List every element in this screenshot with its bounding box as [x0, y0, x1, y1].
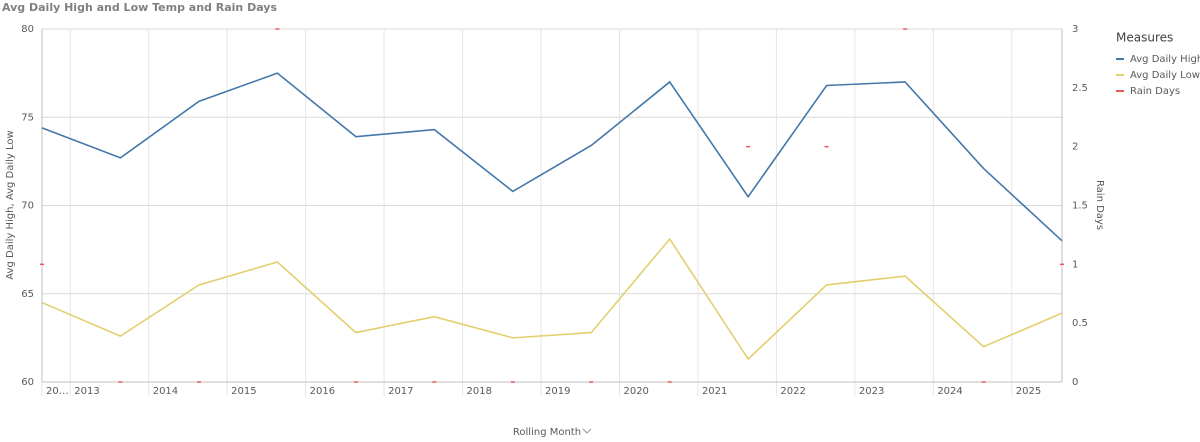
x-tick-label: 20…: [46, 386, 69, 397]
x-tick-label: 2024: [937, 386, 962, 397]
y2-tick-label: 0: [1072, 377, 1078, 388]
y-tick-label: 65: [21, 289, 34, 300]
series-line: [41, 72, 1063, 242]
series-line: [41, 237, 1063, 361]
x-tick-label: 2019: [545, 386, 570, 397]
x-tick-label: 2013: [74, 386, 99, 397]
y2-tick-label: 2: [1072, 142, 1078, 153]
y2-tick-label: 2.5: [1072, 83, 1088, 94]
y-tick-label: 60: [21, 377, 34, 388]
legend-label[interactable]: Avg Daily High: [1130, 54, 1200, 65]
y2-tick-label: 0.5: [1072, 318, 1088, 329]
legend-title: Measures: [1116, 31, 1173, 45]
x-tick-label: 2017: [388, 386, 413, 397]
y-tick-label: 80: [21, 24, 34, 35]
legend-label[interactable]: Avg Daily Low: [1130, 70, 1200, 81]
y2-tick-label: 3: [1072, 24, 1078, 35]
y-tick-label: 75: [21, 112, 34, 123]
x-axis-title[interactable]: Rolling Month: [513, 427, 581, 438]
legend-label[interactable]: Rain Days: [1130, 86, 1180, 97]
x-tick-label: 2023: [859, 386, 884, 397]
y2-tick-label: 1.5: [1072, 201, 1088, 212]
x-tick-label: 2020: [623, 386, 648, 397]
y2-tick-label: 1: [1072, 259, 1078, 270]
chart-title: Avg Daily High and Low Temp and Rain Day…: [2, 1, 277, 14]
y-axis-title: Avg Daily High, Avg Daily Low: [5, 130, 16, 279]
x-tick-label: 2018: [467, 386, 492, 397]
x-tick-label: 2022: [780, 386, 805, 397]
x-tick-label: 2015: [231, 386, 256, 397]
y2-axis-title: Rain Days: [1094, 180, 1105, 230]
dropdown-icon[interactable]: [582, 428, 592, 434]
y-tick-label: 70: [21, 201, 34, 212]
x-tick-label: 2016: [310, 386, 335, 397]
x-tick-label: 2014: [153, 386, 178, 397]
x-tick-label: 2021: [702, 386, 727, 397]
x-tick-label: 2025: [1016, 386, 1041, 397]
